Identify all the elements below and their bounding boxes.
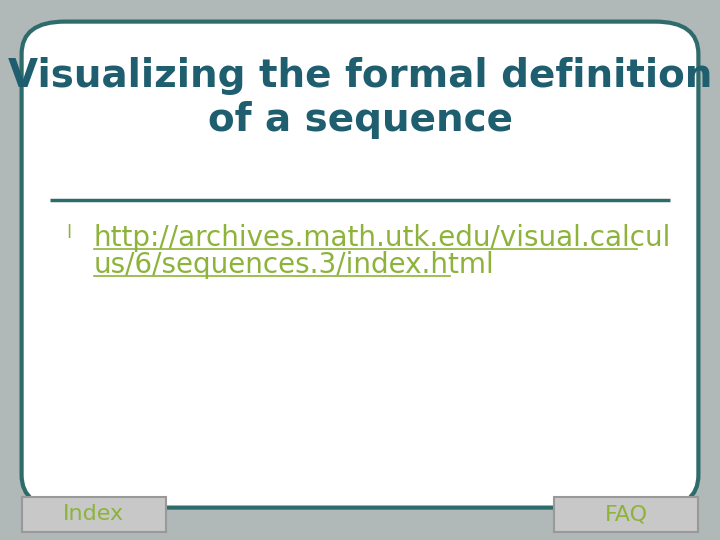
Text: Index: Index <box>63 504 124 524</box>
Text: l: l <box>66 224 71 242</box>
Text: http://archives.math.utk.edu/visual.calcul: http://archives.math.utk.edu/visual.calc… <box>94 224 671 252</box>
FancyBboxPatch shape <box>554 497 698 532</box>
FancyBboxPatch shape <box>22 22 698 508</box>
Text: Visualizing the formal definition
of a sequence: Visualizing the formal definition of a s… <box>8 57 712 139</box>
Text: FAQ: FAQ <box>605 504 648 524</box>
Text: us/6/sequences.3/index.html: us/6/sequences.3/index.html <box>94 251 495 279</box>
FancyBboxPatch shape <box>22 497 166 532</box>
